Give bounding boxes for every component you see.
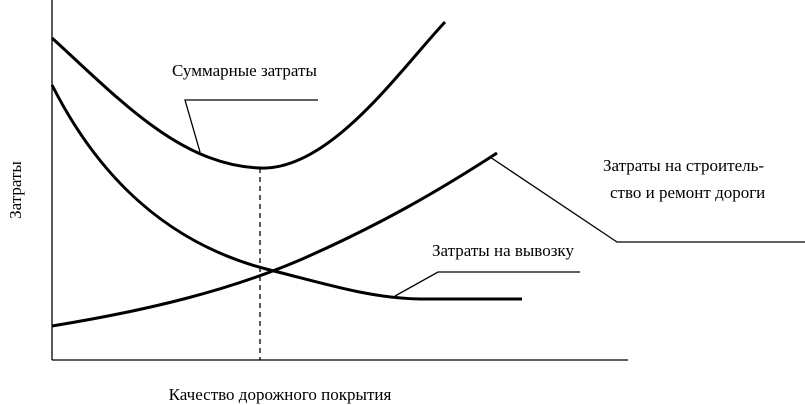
curve-label: Затраты на строитель- [603,156,764,175]
leader-line [394,271,580,297]
curve-label: ство и ремонт дороги [610,183,765,202]
construction-cost-curve [51,151,498,328]
curve-label: Суммарные затраты [172,61,317,80]
curve-label: Затраты на вывозку [432,241,574,260]
y-axis-label: Затраты [6,161,25,219]
hauling-cost-curve [50,84,522,301]
leader-line [184,99,318,153]
x-axis-label: Качество дорожного покрытия [169,385,392,404]
leader-line [489,156,805,243]
total-cost-curve [50,20,447,170]
